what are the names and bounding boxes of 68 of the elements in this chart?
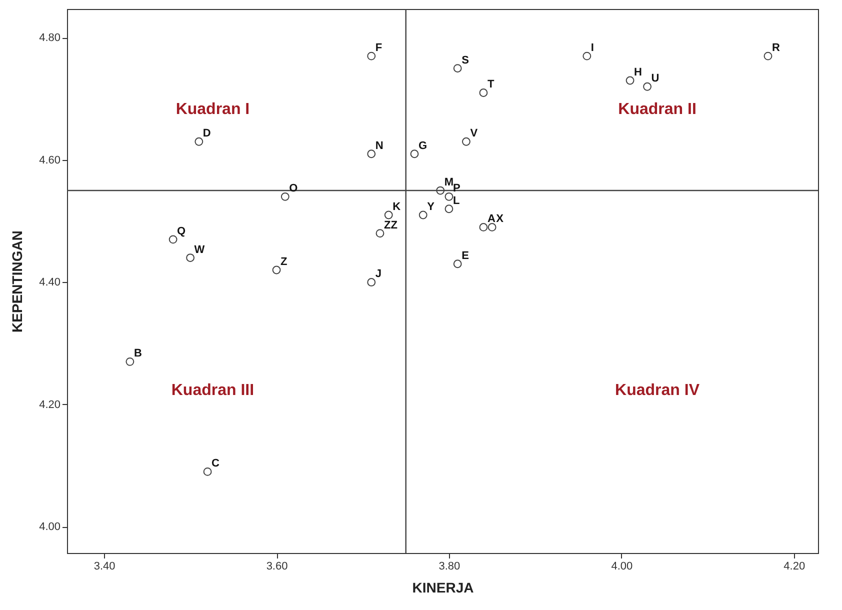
data-label: C (212, 458, 220, 470)
point (410, 150, 419, 158)
point (194, 137, 204, 146)
data-label: H (634, 66, 642, 79)
point (479, 223, 488, 232)
data-label: S (462, 54, 469, 66)
data-label: U (651, 72, 660, 85)
annotation: Kuadran II (618, 100, 696, 118)
point (462, 137, 470, 146)
annotation: Kuadran III (171, 382, 254, 399)
y-tick-label: 4.80 (39, 32, 60, 44)
data-label: Q (177, 225, 186, 238)
annotation: Kuadran I (176, 100, 250, 118)
data-label: D (202, 128, 211, 140)
x-tick-label: 4.20 (784, 560, 806, 572)
point (626, 76, 634, 85)
point (436, 186, 445, 195)
annotation: Kuadran IV (615, 382, 700, 399)
data-label: B (134, 348, 142, 360)
point (444, 192, 454, 201)
data-label: X (496, 213, 504, 226)
data-label: J (375, 268, 382, 280)
x-tick-label: 3.40 (94, 560, 116, 572)
data-label: L (452, 194, 460, 207)
point (384, 210, 393, 220)
data-label: K (392, 200, 401, 213)
point (643, 82, 652, 91)
y-axis-title: KEPENTINGAN (9, 230, 26, 332)
y-tick-label: 4.00 (39, 521, 60, 534)
point (126, 357, 134, 366)
point (764, 52, 772, 60)
data-label: N (375, 140, 384, 152)
data-label: E (462, 250, 469, 262)
y-tick-label: 4.20 (39, 398, 60, 411)
data-label: I (590, 42, 594, 54)
x-tick-label: 4.00 (611, 560, 633, 572)
point (488, 223, 496, 232)
x-axis-title: KINERJA (412, 580, 474, 596)
point (203, 468, 212, 476)
x-tick-label: 3.80 (438, 560, 460, 572)
data-label: V (470, 128, 478, 140)
point (582, 52, 592, 60)
data-label: M (444, 176, 454, 189)
data-label: Z (280, 256, 288, 268)
data-label: A (487, 213, 496, 226)
data-label: T (487, 78, 494, 91)
y-tick-label: 4.40 (39, 276, 60, 289)
point (272, 266, 281, 274)
point (168, 235, 178, 244)
point (444, 204, 454, 214)
point (367, 278, 376, 286)
data-label: G (418, 140, 428, 152)
data-label: W (194, 244, 206, 256)
point (280, 192, 290, 201)
data-label: F (375, 42, 382, 54)
point (453, 64, 462, 72)
data-label: Y (427, 200, 436, 213)
point (453, 260, 462, 268)
point (367, 52, 376, 60)
data-label: R (772, 42, 780, 54)
data-label: ZZ (384, 219, 398, 232)
y-tick-label: 4.60 (39, 154, 60, 166)
point (367, 150, 376, 158)
point (418, 210, 428, 220)
point (479, 88, 488, 97)
point (186, 254, 195, 262)
point (376, 229, 384, 238)
x-tick-label: 3.60 (266, 560, 288, 572)
